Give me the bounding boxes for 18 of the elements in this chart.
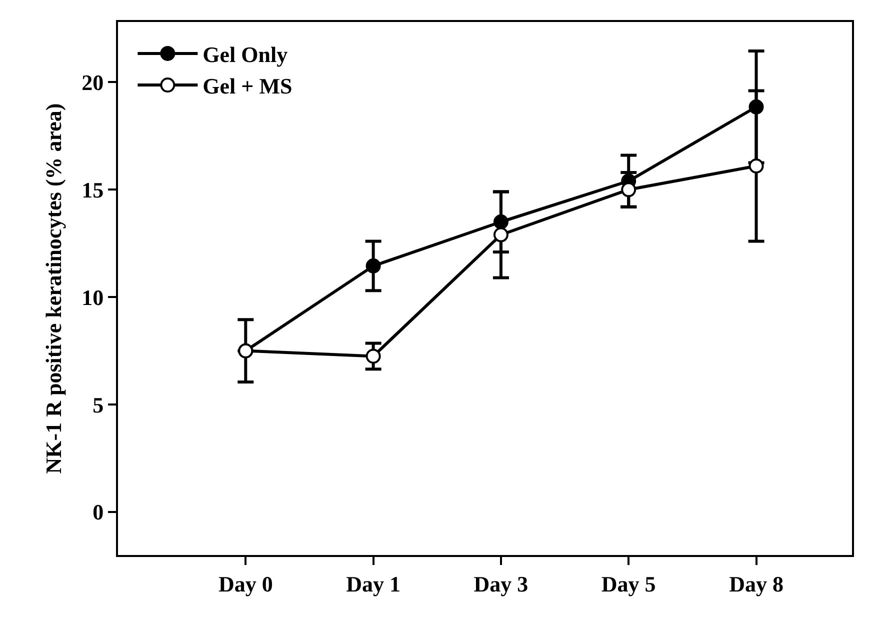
y-tick-label: 15	[82, 177, 104, 202]
y-tick-label: 10	[82, 284, 104, 310]
x-tick-label: Day 8	[729, 571, 784, 596]
y-tick-label: 5	[92, 392, 104, 418]
point	[366, 258, 381, 274]
x-tick-label: Day 1	[346, 571, 400, 596]
y-axis-title: NK-1 R positive keratinocytes (% area)	[40, 103, 66, 474]
y-tick-label: 20	[82, 70, 104, 95]
legend-label: Gel + MS	[202, 74, 292, 99]
y-tick-label: 0	[92, 500, 104, 525]
point	[366, 348, 381, 364]
point	[493, 227, 508, 242]
point	[748, 158, 764, 174]
point	[621, 182, 636, 198]
legend-label: Gel Only	[202, 42, 288, 68]
x-tick-label: Day 5	[601, 571, 656, 596]
x-tick-label: Day 3	[474, 571, 528, 596]
x-tick-label: Day 0	[218, 571, 273, 596]
